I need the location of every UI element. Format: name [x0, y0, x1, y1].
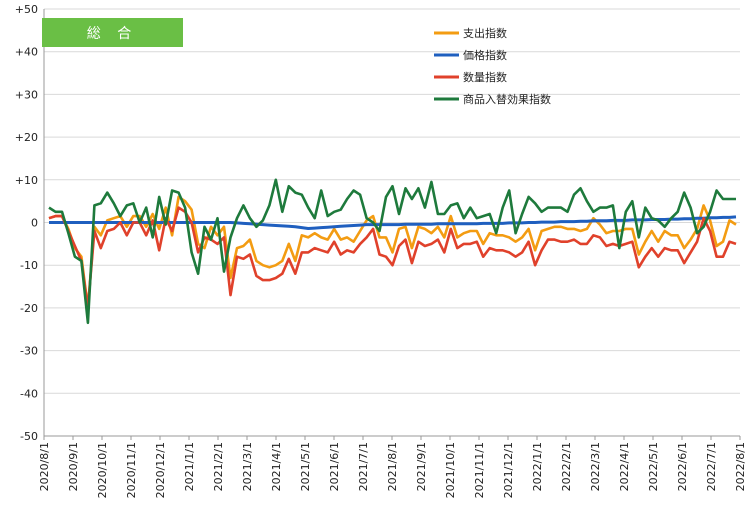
y-tick-label: +20 [15, 131, 38, 144]
y-tick-label: -20 [20, 302, 38, 315]
y-tick-label: -30 [20, 345, 38, 358]
x-tick-label: 2022/1/1 [531, 442, 544, 491]
series-lines [48, 178, 737, 325]
x-tick-label: 2021/8/1 [386, 442, 399, 491]
x-tick-label: 2021/4/1 [270, 442, 283, 491]
y-tick-label: -40 [20, 387, 38, 400]
y-axis-ticks: +50 +40 +30 +20 +10 0 -10 -20 -30 -40 -50 [15, 3, 38, 443]
x-tick-label: 2022/4/1 [618, 442, 631, 491]
legend-label-1: 価格指数 [463, 48, 507, 62]
x-tick-label: 2022/2/1 [560, 442, 573, 491]
x-tick-label: 2021/7/1 [357, 442, 370, 491]
x-tick-label: 2020/9/1 [67, 442, 80, 491]
legend-label-0: 支出指数 [463, 26, 507, 40]
x-tick-label: 2021/3/1 [241, 442, 254, 491]
y-tick-label: -50 [20, 430, 38, 443]
x-tick-label: 2022/6/1 [676, 442, 689, 491]
series-line-3 [48, 178, 736, 325]
x-tick-label: 2020/8/1 [38, 442, 51, 491]
legend-label-2: 数量指数 [463, 70, 507, 84]
y-tick-label: +10 [15, 174, 38, 187]
y-tick-label: +30 [15, 88, 38, 101]
x-tick-label: 2022/8/1 [734, 442, 745, 491]
x-tick-label: 2021/6/1 [328, 442, 341, 491]
x-axis-ticks: 2020/8/1 2020/9/1 2020/10/1 2020/11/1 2020/1… [38, 436, 745, 498]
x-tick-label: 2021/11/1 [473, 442, 486, 498]
chart-badge-label: 総 合 [87, 26, 137, 42]
x-tick-label: 2021/10/1 [444, 442, 457, 498]
x-tick-label: 2021/1/1 [183, 442, 196, 491]
x-tick-label: 2021/9/1 [415, 442, 428, 491]
x-tick-label: 2021/5/1 [299, 442, 312, 491]
chart-badge-background [42, 18, 183, 47]
x-tick-label: 2020/11/1 [125, 442, 138, 498]
x-tick-label: 2021/2/1 [212, 442, 225, 491]
series-line-0 [48, 195, 737, 310]
x-tick-label: 2020/10/1 [96, 442, 109, 498]
y-tick-label: 0 [31, 217, 38, 230]
x-tick-label: 2022/3/1 [589, 442, 602, 491]
x-tick-label: 2022/7/1 [705, 442, 718, 491]
legend-label-3: 商品入替効果指数 [463, 92, 551, 106]
series-line-2 [48, 206, 737, 310]
y-tick-label: +50 [15, 3, 38, 16]
x-tick-label: 2021/12/1 [502, 442, 515, 498]
x-tick-label: 2020/12/1 [154, 442, 167, 498]
y-tick-label: +40 [15, 46, 38, 59]
chart-badge: 総 合 [42, 18, 183, 47]
x-tick-label: 2022/5/1 [647, 442, 660, 491]
y-tick-label: -10 [20, 259, 38, 272]
